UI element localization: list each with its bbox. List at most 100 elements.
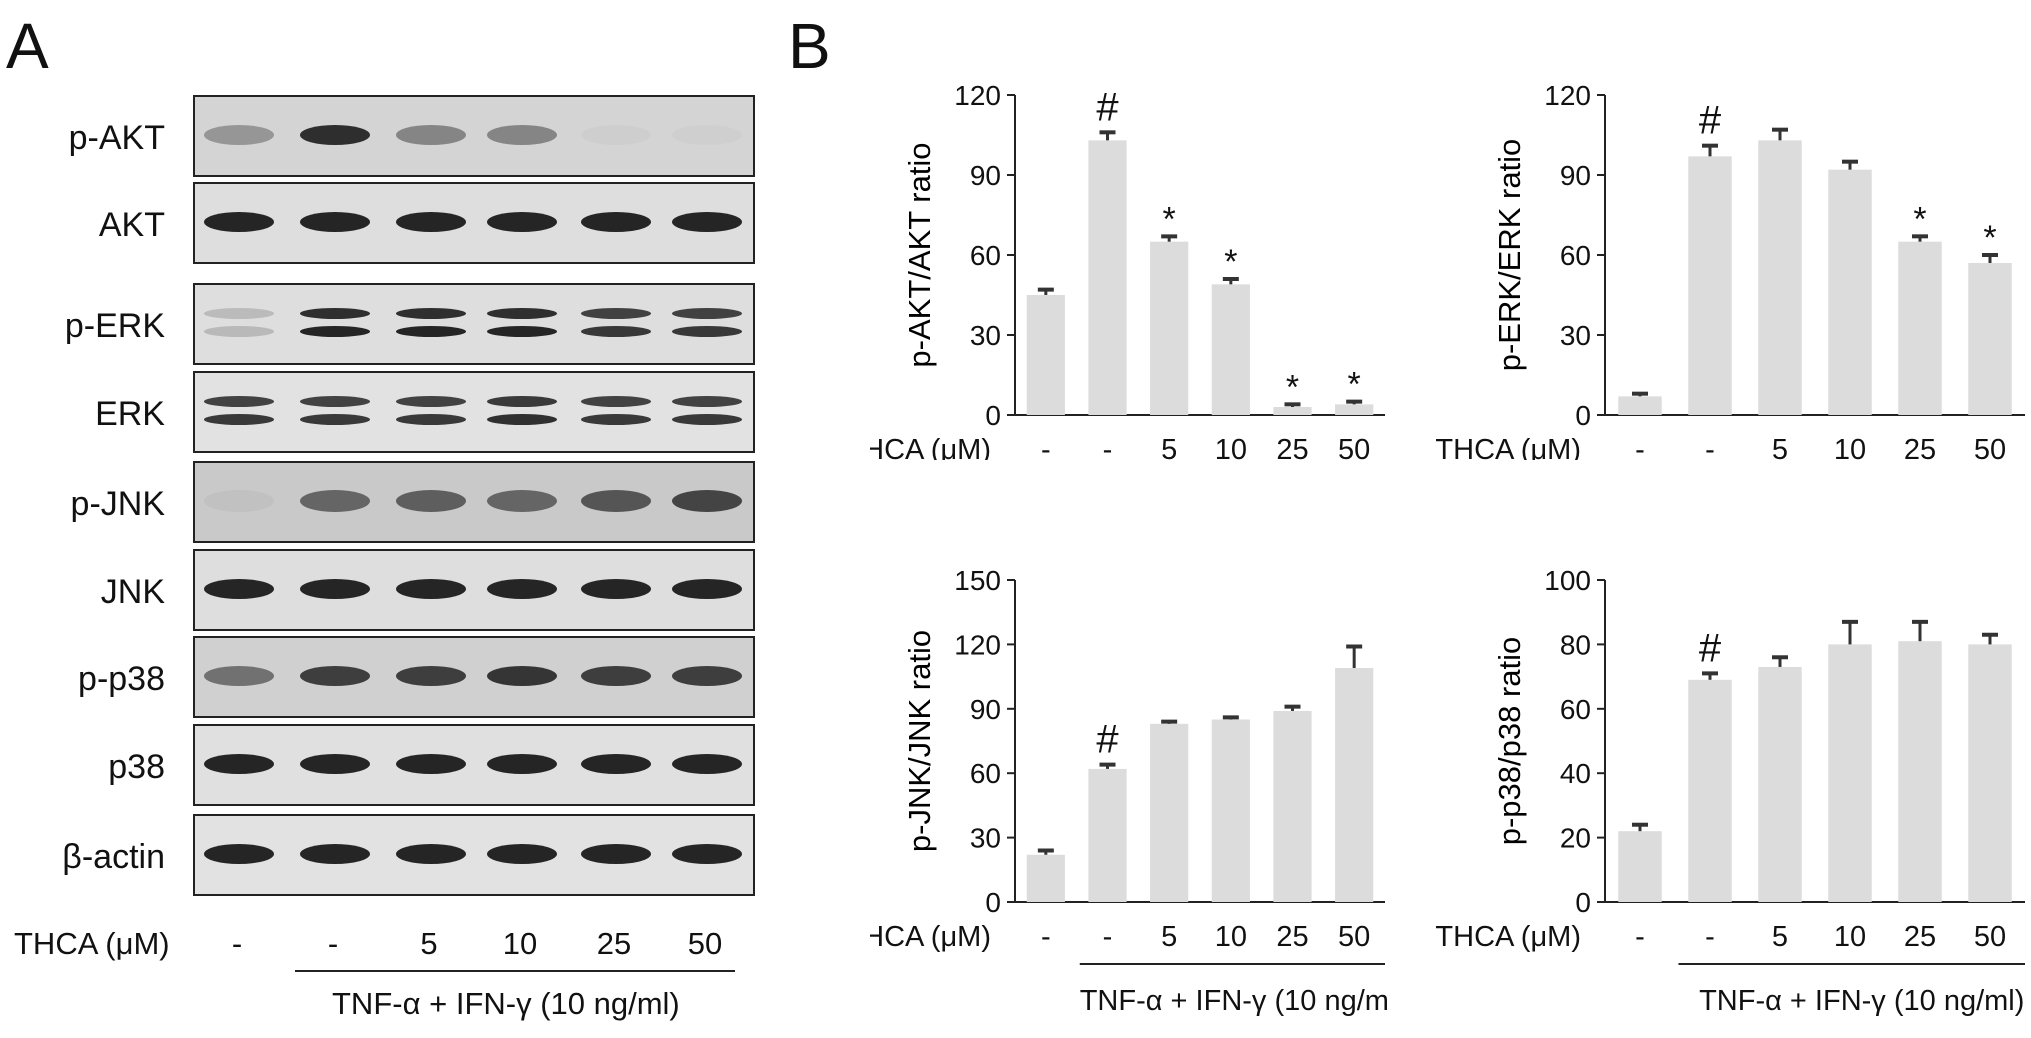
blot-strip-7: [193, 724, 755, 806]
chart-3-bar: [1828, 644, 1872, 902]
panel-a-letter: A: [6, 10, 49, 82]
chart-1: p-ERK/ERK ratio 0 30 60 90 120 - # - 5 10 * 25 * 50 THC…: [1435, 80, 2025, 460]
blot-band: [204, 125, 274, 145]
blot-band: [300, 666, 370, 686]
blot-band: [396, 125, 466, 145]
blot-band: [672, 844, 742, 864]
chart-0-annotation: *: [1286, 368, 1299, 406]
chart-0-annotation: #: [1096, 85, 1119, 129]
blot-label-2: p-ERK: [64, 307, 165, 345]
blot-band: [204, 307, 274, 319]
chart-1-thca-label: THCA (μM): [1435, 434, 1581, 460]
chart-1-category-label: -: [1635, 434, 1645, 460]
chart-2-bar: [1088, 768, 1127, 902]
blot-band: [204, 490, 274, 512]
chart-0-ylabel: p-AKT/AKT ratio: [902, 142, 937, 367]
blot-band: [672, 666, 742, 686]
blot-band: [672, 307, 742, 319]
chart-1-tick-label: 60: [1560, 240, 1591, 271]
chart-2-category-label: 5: [1161, 921, 1177, 953]
blot-band: [396, 666, 466, 686]
chart-2-category-label: -: [1041, 921, 1051, 953]
chart-0-category-label: 5: [1161, 434, 1177, 460]
blot-band: [487, 212, 557, 232]
blot-band: [300, 325, 370, 337]
chart-1-bar: [1618, 396, 1662, 415]
chart-1-bar: [1898, 241, 1942, 415]
blot-strip-4: [193, 461, 755, 543]
chart-0-bar: [1335, 404, 1374, 415]
chart-3-category-label: 10: [1834, 921, 1866, 953]
chart-3-tick-label: 60: [1560, 694, 1591, 725]
blot-band: [581, 579, 651, 599]
chart-1-bar: [1828, 169, 1872, 415]
chart-3-bar: [1758, 666, 1802, 902]
blot-band: [300, 413, 370, 425]
blot-band: [204, 395, 274, 407]
blot-band: [204, 413, 274, 425]
chart-2-category-label: 50: [1338, 921, 1370, 953]
chart-3-treatment-label: TNF-α + IFN-γ (10 ng/ml): [1699, 985, 2024, 1017]
chart-0-thca-label: THCA (μM): [870, 434, 991, 460]
chart-3-bar: [1618, 831, 1662, 902]
blot-band: [487, 754, 557, 774]
blot-band: [581, 212, 651, 232]
blot-band: [204, 754, 274, 774]
blot-band: [300, 125, 370, 145]
panel-b-letter: B: [788, 10, 831, 82]
chart-1-ylabel: p-ERK/ERK ratio: [1492, 139, 1527, 372]
chart-2-ylabel: p-JNK/JNK ratio: [902, 630, 937, 852]
blot-strip-1: [193, 182, 755, 264]
chart-0-category-label: 25: [1276, 434, 1308, 460]
blot-band: [672, 325, 742, 337]
blot-band: [396, 395, 466, 407]
blot-band: [396, 307, 466, 319]
chart-0-annotation: *: [1348, 366, 1361, 404]
blot-band: [300, 754, 370, 774]
blot-band: [300, 212, 370, 232]
blot-strip-8: [193, 814, 755, 896]
chart-2-bar: [1211, 719, 1250, 902]
blot-band: [204, 666, 274, 686]
blot-band: [487, 395, 557, 407]
blot-band: [581, 844, 651, 864]
chart-0-bar: [1088, 140, 1127, 415]
chart-1-bar: [1758, 140, 1802, 415]
blot-band: [300, 579, 370, 599]
chart-0-bar: [1026, 295, 1065, 415]
lane-label-5: 50: [687, 926, 723, 961]
blot-band: [300, 307, 370, 319]
blot-band: [396, 754, 466, 774]
blot-label-5: JNK: [100, 573, 165, 611]
lane-label-3: 10: [502, 926, 538, 961]
blot-band: [672, 212, 742, 232]
blot-band: [581, 413, 651, 425]
blot-band: [487, 307, 557, 319]
lane-label-1: -: [327, 926, 339, 961]
blot-band: [487, 413, 557, 425]
panel-a-thca-label: THCA (μM): [14, 926, 170, 961]
chart-3-ylabel: p-p38/p38 ratio: [1492, 637, 1527, 846]
chart-2-tick-label: 60: [970, 758, 1001, 789]
blot-band: [672, 754, 742, 774]
blot-label-6: p-p38: [78, 660, 165, 698]
chart-1-category-label: -: [1705, 434, 1715, 460]
blot-band: [396, 212, 466, 232]
lane-label-4: 25: [596, 926, 632, 961]
blot-label-4: p-JNK: [70, 485, 165, 523]
chart-3-category-label: 5: [1772, 921, 1788, 953]
chart-0-bar: [1211, 284, 1250, 415]
chart-0-tick-label: 90: [970, 160, 1001, 191]
blot-label-8: β-actin: [62, 838, 165, 876]
chart-2-tick-label: 150: [954, 565, 1001, 596]
chart-0-bar: [1273, 407, 1312, 415]
chart-1-tick-label: 0: [1575, 400, 1591, 431]
blot-strip-6: [193, 636, 755, 718]
blot-band: [581, 395, 651, 407]
blot-band: [581, 307, 651, 319]
chart-3-category-label: -: [1635, 921, 1645, 953]
chart-0-bar: [1150, 241, 1189, 415]
chart-1-category-label: 10: [1834, 434, 1866, 460]
blot-band: [581, 325, 651, 337]
chart-0: p-AKT/AKT ratio 0 30 60 90 120 - # - * 5 * 10 * 25 * 50 T…: [870, 80, 1385, 460]
